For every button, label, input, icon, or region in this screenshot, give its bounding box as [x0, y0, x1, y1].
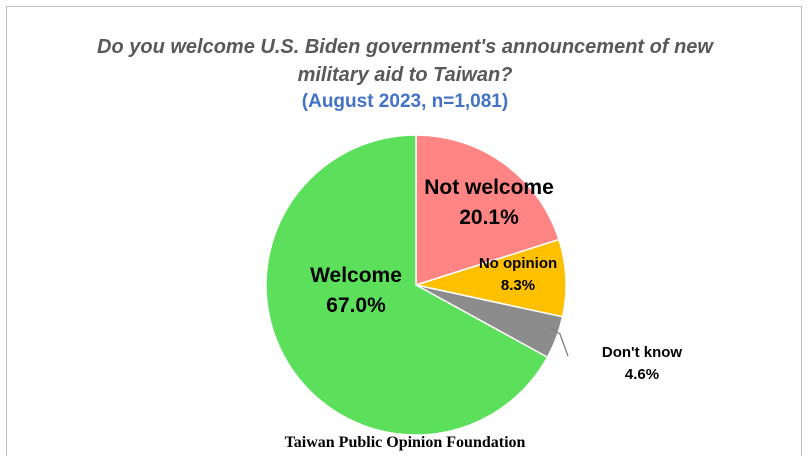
slice-value-welcome: 67.0%: [326, 294, 386, 317]
slice-label-not-welcome: Not welcome: [424, 176, 554, 199]
slice-value-dont-know: 4.6%: [625, 366, 659, 383]
chart-subtitle: (August 2023, n=1,081): [301, 91, 509, 112]
slice-value-no-opinion: 8.3%: [501, 277, 535, 294]
pie-slice-not-welcome: [415, 134, 560, 287]
chart-frame: [6, 6, 802, 456]
pie-slice-welcome: [265, 134, 549, 436]
slice-label-dont-know: Don't know: [602, 344, 683, 361]
pie-slices: [265, 134, 567, 436]
chart-title-line-2: military aid to Taiwan?: [297, 64, 513, 86]
leader-line-dont-know: [550, 327, 569, 357]
slice-value-not-welcome: 20.1%: [459, 206, 519, 229]
chart-title-line-1: Do you welcome U.S. Biden government's a…: [97, 36, 713, 58]
slice-label-welcome: Welcome: [310, 264, 402, 287]
slice-label-no-opinion: No opinion: [479, 255, 557, 272]
source-credit: Taiwan Public Opinion Foundation: [284, 434, 526, 451]
